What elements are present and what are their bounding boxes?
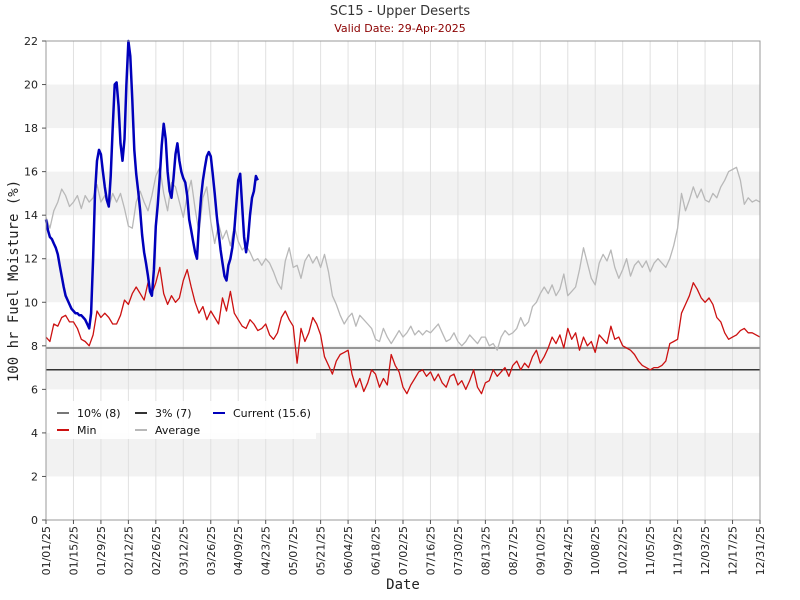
x-tick-label: 03/12/25 (177, 526, 190, 575)
x-tick-label: 02/26/25 (150, 526, 163, 575)
y-axis-ticks: 0 2 4 6 8 10 12 14 16 18 20 22 (24, 35, 46, 527)
legend-label: Current (15.6) (233, 407, 311, 420)
series-lines (44, 39, 761, 395)
x-tick-label: 06/18/25 (370, 526, 383, 575)
x-tick-label: 07/02/25 (397, 526, 410, 575)
y-tick-label: 0 (31, 514, 38, 527)
chart-title: SC15 - Upper Deserts (330, 4, 471, 19)
x-tick-label: 07/16/25 (424, 526, 437, 575)
x-tick-label: 01/01/25 (40, 526, 53, 575)
y-tick-label: 12 (24, 253, 38, 266)
y-axis-label: 100 hr Fuel Moisture (%) (6, 180, 22, 382)
x-tick-label: 09/24/25 (562, 526, 575, 575)
x-tick-label: 10/22/25 (617, 526, 630, 575)
chart-subtitle: Valid Date: 29-Apr-2025 (334, 22, 466, 35)
x-tick-label: 09/10/25 (534, 526, 547, 575)
x-tick-label: 01/15/25 (67, 526, 80, 575)
legend-label: Min (77, 424, 97, 437)
legend-label: Average (155, 424, 200, 437)
x-axis-ticks: 01/01/25 01/15/25 01/29/25 02/12/25 02/26/25… (40, 520, 767, 575)
y-tick-label: 18 (24, 122, 38, 135)
x-tick-label: 12/17/25 (727, 526, 740, 575)
y-tick-label: 4 (31, 427, 38, 440)
y-tick-label: 8 (31, 340, 38, 353)
x-tick-label: 05/21/25 (315, 526, 328, 575)
threshold-lines (46, 347, 760, 371)
y-tick-label: 16 (24, 166, 38, 179)
x-tick-label: 12/31/25 (754, 526, 767, 575)
series-line (45, 266, 761, 395)
x-tick-label: 08/13/25 (479, 526, 492, 575)
series-line (45, 166, 761, 351)
legend: 10% (8) 3% (7) Current (15.6) Min Average (50, 401, 316, 439)
x-tick-label: 02/12/25 (122, 526, 135, 575)
x-tick-label: 07/30/25 (452, 526, 465, 575)
x-tick-label: 03/26/25 (205, 526, 218, 575)
y-tick-label: 10 (24, 296, 38, 309)
legend-label: 10% (8) (77, 407, 121, 420)
y-tick-label: 6 (31, 383, 38, 396)
x-tick-label: 11/05/25 (644, 526, 657, 575)
x-tick-label: 06/04/25 (342, 526, 355, 575)
legend-box (50, 401, 316, 439)
x-axis-label: Date (386, 577, 420, 593)
series-line (44, 39, 259, 330)
x-tick-label: 11/19/25 (672, 526, 685, 575)
legend-label: 3% (7) (155, 407, 192, 420)
x-tick-label: 05/07/25 (287, 526, 300, 575)
grid-lines (45, 41, 761, 520)
x-tick-label: 12/03/25 (699, 526, 712, 575)
x-tick-label: 08/27/25 (507, 526, 520, 575)
x-tick-label: 10/08/25 (589, 526, 602, 575)
y-tick-label: 20 (24, 79, 38, 92)
x-tick-label: 04/23/25 (260, 526, 273, 575)
x-tick-label: 04/09/25 (232, 526, 245, 575)
y-tick-label: 22 (24, 35, 38, 48)
x-tick-label: 01/29/25 (95, 526, 108, 575)
y-tick-label: 14 (24, 209, 38, 222)
y-tick-label: 2 (31, 470, 38, 483)
